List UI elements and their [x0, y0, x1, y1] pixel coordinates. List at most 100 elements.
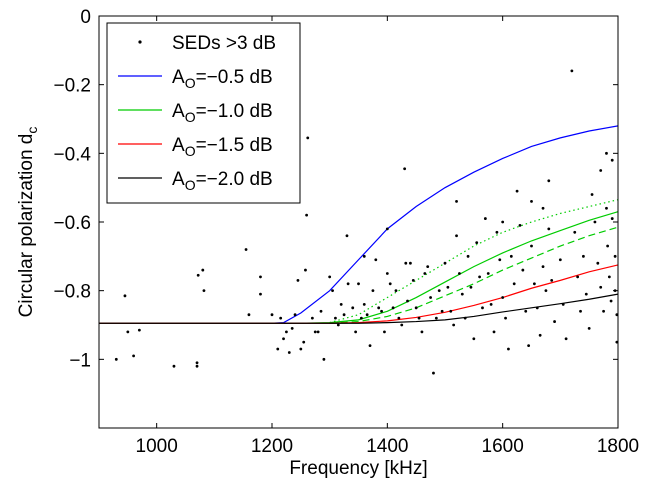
- legend-entry-label: AO=−1.5 dB: [172, 135, 273, 159]
- data-point: [247, 313, 251, 317]
- data-point: [606, 244, 610, 248]
- x-tick-label: 1600: [482, 436, 524, 457]
- data-point: [305, 213, 308, 217]
- data-points-layer: [114, 69, 619, 375]
- data-point: [541, 206, 545, 210]
- legend-entry-label: AO=−0.5 dB: [172, 67, 273, 91]
- data-point: [483, 217, 487, 220]
- data-point: [584, 292, 588, 296]
- series-line-4: [329, 226, 619, 324]
- data-point: [310, 316, 314, 320]
- data-point: [172, 364, 176, 368]
- data-point: [313, 330, 317, 334]
- y-tick-label: −0.6: [53, 213, 91, 234]
- legend-label-value: =−1.0 dB: [196, 101, 273, 122]
- data-point: [434, 316, 438, 320]
- data-point: [388, 282, 392, 286]
- y-axis-label: Circular polarization dc: [16, 127, 40, 318]
- data-point: [417, 316, 421, 320]
- data-point: [293, 313, 297, 317]
- data-point: [285, 330, 288, 334]
- y-tick-label: −0.4: [53, 144, 91, 165]
- data-point: [345, 234, 349, 238]
- data-point: [336, 323, 340, 327]
- legend-entry-label: AO=−2.0 dB: [172, 169, 273, 193]
- data-point: [259, 292, 262, 296]
- data-point: [544, 289, 548, 293]
- data-point: [414, 306, 418, 310]
- data-point: [455, 234, 458, 238]
- legend-label-subscript: O: [185, 109, 196, 125]
- data-point: [573, 230, 577, 234]
- x-tick-label: 1400: [366, 436, 408, 457]
- data-point: [354, 330, 358, 334]
- data-point: [458, 272, 461, 275]
- data-point: [299, 347, 303, 351]
- data-point: [383, 330, 386, 334]
- data-point: [334, 316, 337, 320]
- data-point: [463, 316, 467, 320]
- legend-label-main: A: [172, 135, 185, 156]
- data-point: [449, 309, 453, 313]
- data-point: [547, 227, 551, 231]
- data-point: [596, 261, 600, 265]
- data-point: [351, 306, 355, 310]
- data-point: [564, 337, 568, 341]
- data-point: [420, 330, 424, 334]
- data-point: [296, 278, 300, 282]
- data-point: [446, 285, 450, 289]
- data-point: [469, 285, 473, 289]
- data-point: [535, 306, 539, 310]
- data-point: [432, 371, 435, 375]
- data-point: [602, 309, 605, 313]
- legend-label-main: A: [172, 169, 185, 190]
- data-point: [137, 328, 141, 332]
- data-point: [259, 275, 262, 279]
- legend-label-value: =−0.5 dB: [196, 67, 273, 88]
- data-point: [605, 206, 608, 210]
- data-point: [582, 254, 585, 258]
- data-point: [507, 347, 510, 351]
- data-point: [501, 220, 505, 224]
- data-point: [290, 327, 294, 330]
- data-point: [195, 364, 199, 368]
- data-point: [532, 282, 536, 286]
- data-point: [570, 69, 574, 73]
- data-point: [319, 309, 323, 313]
- legend-label-subscript: O: [185, 75, 196, 91]
- y-axis: 0 −0.2 −0.4 −0.6 −0.8 −1: [53, 7, 618, 371]
- legend-label-value: =−2.0 dB: [196, 169, 273, 190]
- legend-entry-label: SEDs >3 dB: [172, 33, 276, 54]
- data-point: [553, 320, 556, 323]
- data-point: [593, 220, 597, 224]
- data-point: [498, 258, 502, 262]
- data-point: [201, 268, 205, 272]
- data-point: [403, 167, 407, 171]
- data-point: [282, 337, 285, 341]
- legend-entry-label: AO=−1.0 dB: [172, 101, 273, 125]
- data-point: [371, 289, 375, 293]
- data-point: [322, 357, 326, 361]
- data-point: [455, 200, 458, 203]
- data-point: [541, 265, 545, 269]
- data-point: [126, 330, 130, 334]
- data-point: [362, 254, 366, 258]
- data-point: [579, 309, 582, 313]
- legend-label-subscript: O: [185, 143, 196, 159]
- data-point: [521, 268, 525, 272]
- legend-label-main: A: [172, 101, 185, 122]
- data-point: [423, 272, 427, 275]
- x-axis: 1000 1200 1400 1600 1800: [136, 16, 639, 457]
- data-point: [518, 224, 522, 227]
- legend-label-subscript: O: [185, 177, 196, 193]
- data-point: [304, 268, 307, 272]
- data-point: [561, 303, 565, 306]
- data-point: [481, 306, 484, 310]
- data-point: [276, 347, 280, 351]
- series-lines-layer: [99, 125, 619, 324]
- data-point: [426, 265, 430, 269]
- data-point: [587, 327, 591, 330]
- series-line-5: [99, 264, 619, 324]
- data-point: [472, 337, 476, 341]
